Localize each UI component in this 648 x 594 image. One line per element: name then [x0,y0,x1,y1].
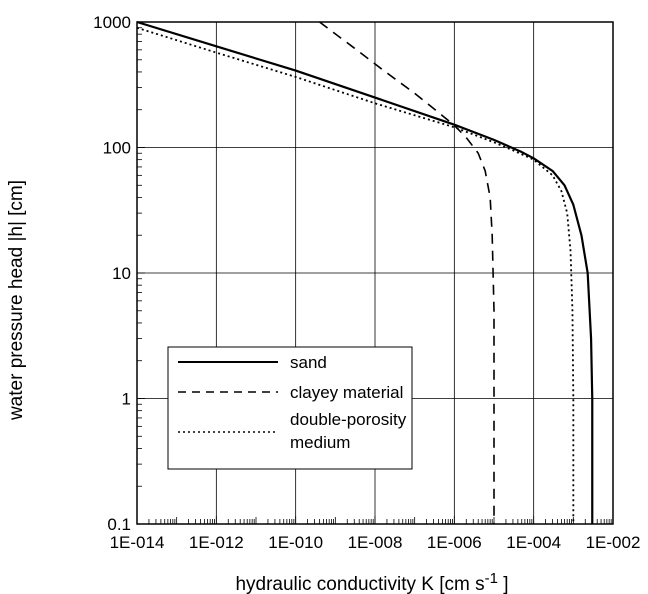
x-tick-label: 1E-010 [268,533,323,552]
legend-label-sand: sand [290,353,327,372]
x-tick-label: 1E-006 [427,533,482,552]
series-line-sand [136,20,594,524]
series-group [136,20,594,524]
x-tick-label: 1E-012 [189,533,244,552]
legend-box [167,346,413,470]
y-tick-label: 100 [103,139,131,158]
legend: sand clayey material double-porosity med… [167,346,413,470]
y-tick-labels: 0.1 1 10 100 1000 [93,13,131,534]
series-line-double-porosity-medium [136,26,575,524]
y-tick-label: 10 [112,264,131,283]
x-tick-label: 1E-008 [348,533,403,552]
x-tick-label: 1E-004 [506,533,561,552]
legend-label-clayey: clayey material [290,383,403,402]
y-axis-label: water pressure head |h| [cm] [6,180,27,421]
series-line-clayey-material [319,21,495,524]
legend-label-double-porosity-1: double-porosity [290,410,407,429]
legend-label-double-porosity-2: medium [290,433,350,452]
x-tick-label: 1E-014 [110,533,165,552]
y-tick-label: 1 [122,390,131,409]
plot-frame [136,21,614,525]
y-tick-label: 0.1 [107,515,131,534]
y-tick-label: 1000 [93,13,131,32]
minor-ticks [136,27,614,525]
x-tick-labels: 1E-014 1E-012 1E-010 1E-008 1E-006 1E-004 1E-0… [110,533,641,552]
x-axis-label: hydraulic conductivity K [cm s-1 ] [235,570,508,594]
x-tick-label: 1E-002 [586,533,641,552]
